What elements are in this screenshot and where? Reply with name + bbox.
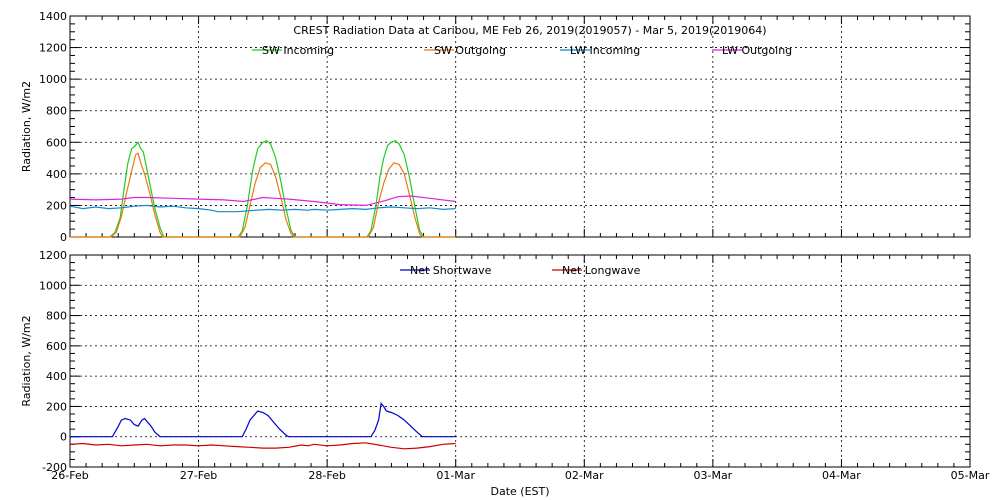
y-tick-label: 600 bbox=[46, 340, 67, 353]
plot-frame bbox=[69, 15, 971, 238]
series-line-lw-outgoing bbox=[69, 195, 456, 207]
y-axis-label: Radiation, W/m2 bbox=[20, 81, 33, 172]
y-tick-label: 400 bbox=[46, 168, 67, 181]
legend-label: SW Incoming bbox=[262, 44, 334, 57]
legend-label: Net Longwave bbox=[562, 264, 641, 277]
x-tick-label: 01-Mar bbox=[436, 469, 475, 482]
x-tick-label: 04-Mar bbox=[822, 469, 861, 482]
panel-top-sw-lw: 0 200 400 600 800 1000 1200 1400 Radiation, W/m2… bbox=[20, 10, 971, 244]
legend-label: LW Incoming bbox=[570, 44, 640, 57]
series-line-sw-outgoing bbox=[70, 152, 456, 238]
x-tick-label: 26-Feb bbox=[51, 469, 88, 482]
x-tick-label: 27-Feb bbox=[180, 469, 217, 482]
series-line-net-shortwave bbox=[70, 402, 456, 438]
y-tick-label: 400 bbox=[46, 370, 67, 383]
plot-frame bbox=[69, 254, 971, 468]
series-line-lw-incoming bbox=[69, 204, 456, 213]
y-tick-label: 1000 bbox=[39, 73, 67, 86]
y-tick-label: 1200 bbox=[39, 42, 67, 55]
y-tick-label: 800 bbox=[46, 105, 67, 118]
series-line-sw-incoming bbox=[70, 140, 456, 238]
legend-label: LW Outgoing bbox=[722, 44, 792, 57]
y-tick-label: 1400 bbox=[39, 10, 67, 23]
y-tick-label: -200 bbox=[42, 461, 67, 474]
x-tick-label: 28-Feb bbox=[308, 469, 345, 482]
y-tick-label: 600 bbox=[46, 136, 67, 149]
y-tick-label: 0 bbox=[60, 231, 67, 244]
legend-label: Net Shortwave bbox=[410, 264, 492, 277]
y-tick-label: 200 bbox=[46, 400, 67, 413]
panel-bottom-net: -200 0 200 400 600 800 1000 1200 Radiation, W/m2… bbox=[20, 249, 971, 474]
x-tick-label: 05-Mar bbox=[951, 469, 990, 482]
y-axis-label: Radiation, W/m2 bbox=[20, 315, 33, 406]
y-tick-label: 200 bbox=[46, 199, 67, 212]
x-axis-label: Date (EST) bbox=[490, 485, 549, 498]
y-tick-label: 1000 bbox=[39, 279, 67, 292]
y-tick-label: 0 bbox=[60, 431, 67, 444]
legend-label: SW Outgoing bbox=[434, 44, 506, 57]
x-tick-label: 02-Mar bbox=[565, 469, 604, 482]
y-tick-label: 1200 bbox=[39, 249, 67, 262]
series-line-net-longwave bbox=[69, 442, 456, 450]
x-tick-label: 03-Mar bbox=[693, 469, 732, 482]
y-tick-label: 800 bbox=[46, 310, 67, 323]
chart-title: CREST Radiation Data at Caribou, ME Feb … bbox=[293, 24, 766, 37]
